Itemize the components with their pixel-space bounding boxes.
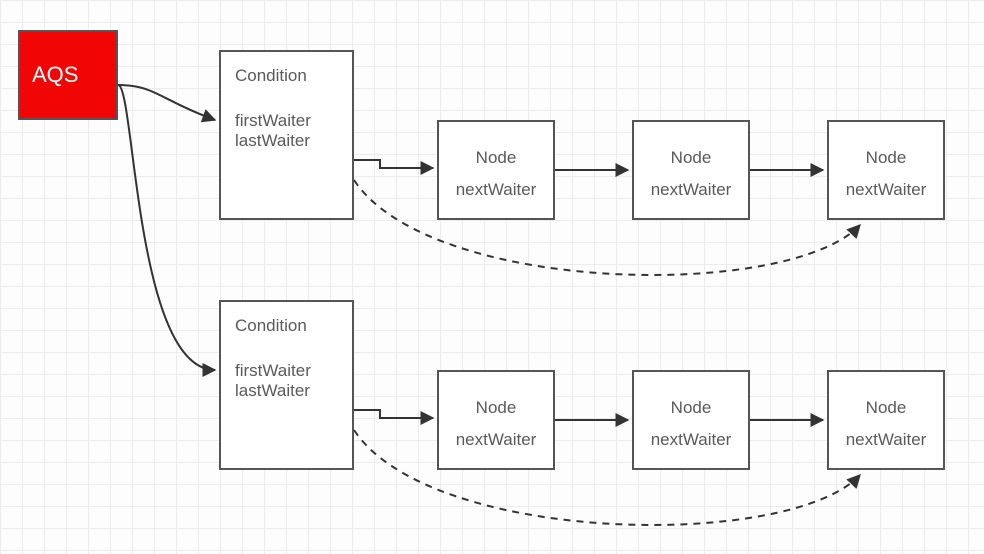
node-title: Node xyxy=(866,398,907,418)
condition-node-2: Condition firstWaiter lastWaiter xyxy=(219,300,354,470)
aqs-node: AQS xyxy=(18,30,118,120)
node-title: Node xyxy=(476,398,517,418)
node-next-waiter: nextWaiter xyxy=(456,430,537,450)
node-title: Node xyxy=(671,148,712,168)
aqs-label: AQS xyxy=(32,62,116,88)
condition-title: Condition xyxy=(235,316,342,336)
condition-last-waiter: lastWaiter xyxy=(235,381,342,401)
node-next-waiter: nextWaiter xyxy=(651,430,732,450)
node-title: Node xyxy=(476,148,517,168)
node-1-1: Node nextWaiter xyxy=(437,120,555,220)
node-1-3: Node nextWaiter xyxy=(827,120,945,220)
condition-last-waiter: lastWaiter xyxy=(235,131,342,151)
condition-first-waiter: firstWaiter xyxy=(235,361,342,381)
node-next-waiter: nextWaiter xyxy=(846,180,927,200)
canvas-grid xyxy=(0,0,984,554)
node-1-2: Node nextWaiter xyxy=(632,120,750,220)
node-2-2: Node nextWaiter xyxy=(632,370,750,470)
node-2-1: Node nextWaiter xyxy=(437,370,555,470)
condition-title: Condition xyxy=(235,66,342,86)
node-next-waiter: nextWaiter xyxy=(846,430,927,450)
node-next-waiter: nextWaiter xyxy=(651,180,732,200)
node-next-waiter: nextWaiter xyxy=(456,180,537,200)
node-title: Node xyxy=(671,398,712,418)
condition-first-waiter: firstWaiter xyxy=(235,111,342,131)
condition-node-1: Condition firstWaiter lastWaiter xyxy=(219,50,354,220)
node-title: Node xyxy=(866,148,907,168)
node-2-3: Node nextWaiter xyxy=(827,370,945,470)
